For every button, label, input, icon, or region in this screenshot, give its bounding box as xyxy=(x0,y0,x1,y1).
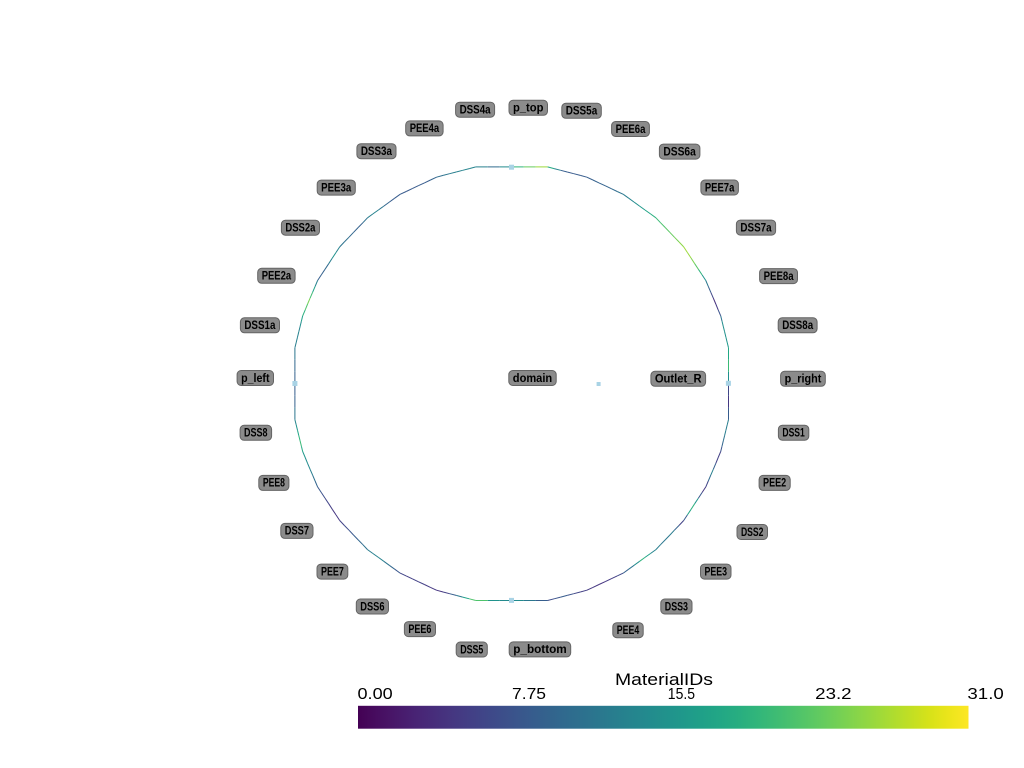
svg-text:p_top: p_top xyxy=(513,101,544,115)
svg-text:domain: domain xyxy=(513,371,552,385)
svg-text:DSS3a: DSS3a xyxy=(361,144,392,158)
svg-text:DSS8a: DSS8a xyxy=(782,318,813,332)
svg-text:MaterialIDs: MaterialIDs xyxy=(615,670,713,689)
svg-text:PEE7: PEE7 xyxy=(321,564,344,578)
svg-text:PEE3: PEE3 xyxy=(705,564,728,578)
svg-text:p_bottom: p_bottom xyxy=(513,642,567,656)
svg-text:7.75: 7.75 xyxy=(512,686,546,703)
svg-text:DSS5: DSS5 xyxy=(460,642,483,656)
svg-text:DSS1: DSS1 xyxy=(782,426,805,440)
svg-text:31.0: 31.0 xyxy=(967,686,1004,703)
svg-text:23.2: 23.2 xyxy=(815,686,852,703)
svg-text:DSS3: DSS3 xyxy=(665,599,688,613)
svg-text:p_left: p_left xyxy=(241,371,269,385)
svg-text:DSS2a: DSS2a xyxy=(285,221,315,235)
svg-text:PEE6: PEE6 xyxy=(408,622,431,636)
svg-text:DSS8: DSS8 xyxy=(244,426,268,440)
svg-text:PEE8a: PEE8a xyxy=(764,269,794,283)
svg-text:15.5: 15.5 xyxy=(668,686,695,703)
svg-text:DSS7a: DSS7a xyxy=(740,220,771,234)
svg-text:PEE6a: PEE6a xyxy=(616,122,646,136)
svg-text:PEE2a: PEE2a xyxy=(262,269,292,283)
svg-text:DSS6: DSS6 xyxy=(360,599,384,613)
svg-text:0.00: 0.00 xyxy=(358,686,393,703)
svg-text:DSS2: DSS2 xyxy=(741,525,764,539)
svg-text:PEE8: PEE8 xyxy=(263,476,285,490)
svg-text:DSS7: DSS7 xyxy=(285,524,309,538)
svg-text:PEE4a: PEE4a xyxy=(410,121,440,135)
svg-text:DSS5a: DSS5a xyxy=(566,104,598,118)
svg-text:PEE3a: PEE3a xyxy=(321,180,351,194)
svg-text:DSS6a: DSS6a xyxy=(663,144,696,158)
svg-text:PEE2: PEE2 xyxy=(763,476,786,490)
svg-text:DSS1a: DSS1a xyxy=(244,318,275,332)
svg-text:PEE7a: PEE7a xyxy=(705,180,735,194)
svg-text:p_right: p_right xyxy=(785,372,822,386)
svg-text:Outlet_R: Outlet_R xyxy=(655,372,702,386)
svg-text:DSS4a: DSS4a xyxy=(460,103,491,117)
svg-text:PEE4: PEE4 xyxy=(617,623,640,637)
